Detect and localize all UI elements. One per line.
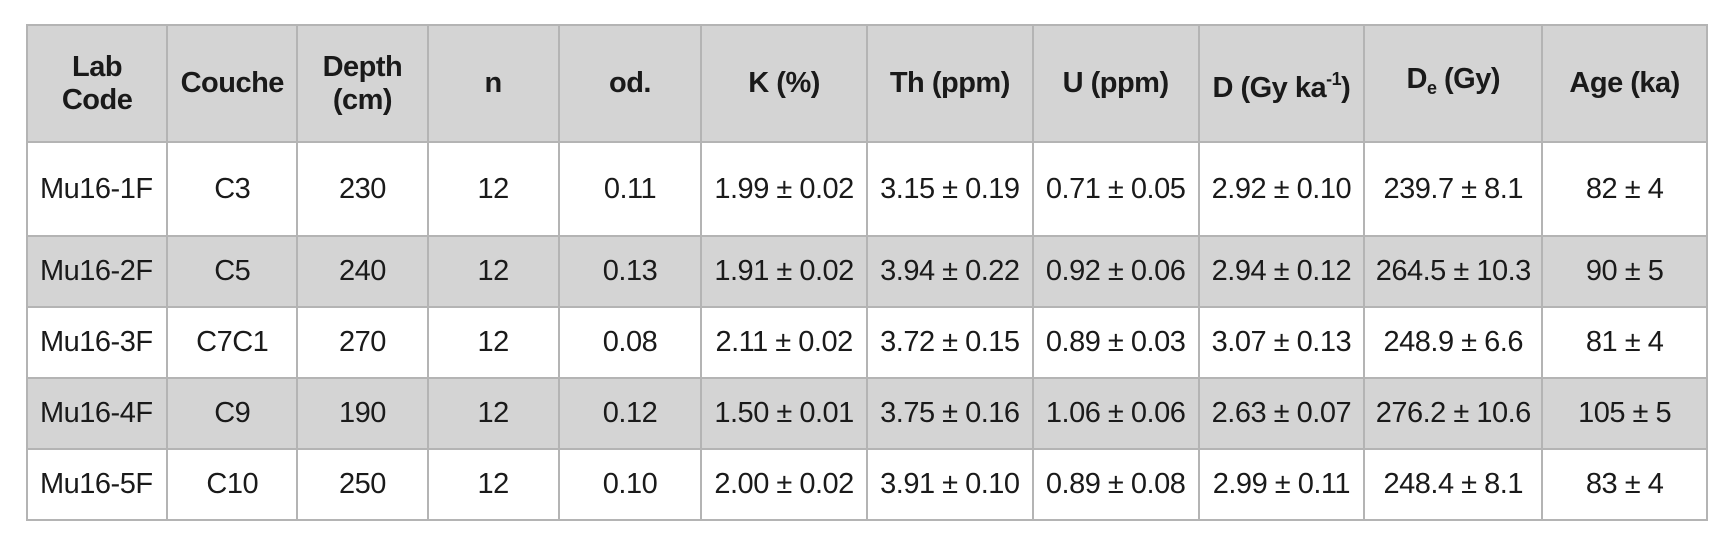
header-lab-code-line1: Lab [72, 50, 123, 83]
cell-couche: C3 [166, 141, 299, 237]
cell-od: 0.12 [557, 377, 703, 450]
header-u: U (ppm) [1031, 24, 1200, 143]
cell-dose-rate: 3.07 ± 0.13 [1197, 306, 1366, 379]
cell-dose-rate: 2.63 ± 0.07 [1197, 377, 1366, 450]
header-dose-rate: D (Gy ka-1) [1197, 24, 1366, 143]
cell-th: 3.91 ± 0.10 [865, 448, 1034, 521]
cell-th: 3.72 ± 0.15 [865, 306, 1034, 379]
cell-k: 1.99 ± 0.02 [700, 141, 868, 237]
header-dose-rate-sup: -1 [1326, 68, 1342, 89]
header-depth-line1: Depth [322, 50, 403, 83]
cell-dose-rate: 2.94 ± 0.12 [1197, 235, 1366, 308]
header-th: Th (ppm) [865, 24, 1034, 143]
cell-n: 12 [426, 235, 560, 308]
cell-u: 0.89 ± 0.03 [1031, 306, 1200, 379]
header-age: Age (ka) [1541, 24, 1708, 143]
cell-equivalent-dose: 264.5 ± 10.3 [1363, 235, 1544, 308]
cell-age: 105 ± 5 [1541, 377, 1708, 450]
cell-n: 12 [426, 141, 560, 237]
cell-couche: C7C1 [166, 306, 299, 379]
cell-n: 12 [426, 377, 560, 450]
header-de-rest: (Gy) [1436, 62, 1501, 95]
cell-th: 3.75 ± 0.16 [865, 377, 1034, 450]
cell-depth: 240 [296, 235, 429, 308]
table-row: Mu16-5F C10 250 12 0.10 2.00 ± 0.02 3.91… [25, 448, 1708, 521]
cell-k: 2.11 ± 0.02 [700, 306, 868, 379]
cell-lab-code: Mu16-2F [25, 235, 169, 308]
cell-couche: C9 [166, 377, 299, 450]
cell-depth: 190 [296, 377, 429, 450]
cell-u: 0.71 ± 0.05 [1031, 141, 1200, 237]
cell-lab-code: Mu16-5F [25, 448, 169, 521]
cell-equivalent-dose: 276.2 ± 10.6 [1363, 377, 1544, 450]
cell-depth: 230 [296, 141, 429, 237]
cell-lab-code: Mu16-4F [25, 377, 169, 450]
cell-od: 0.11 [557, 141, 703, 237]
cell-equivalent-dose: 248.9 ± 6.6 [1363, 306, 1544, 379]
header-k: K (%) [700, 24, 868, 143]
cell-k: 1.91 ± 0.02 [700, 235, 868, 308]
header-dose-rate-close: ) [1341, 71, 1351, 104]
cell-od: 0.08 [557, 306, 703, 379]
cell-u: 0.89 ± 0.08 [1031, 448, 1200, 521]
cell-couche: C10 [166, 448, 299, 521]
header-n: n [426, 24, 560, 143]
cell-lab-code: Mu16-1F [25, 141, 169, 237]
cell-age: 81 ± 4 [1541, 306, 1708, 379]
header-de-main: D [1406, 62, 1428, 95]
cell-u: 0.92 ± 0.06 [1031, 235, 1200, 308]
header-od: od. [557, 24, 703, 143]
cell-couche: C5 [166, 235, 299, 308]
cell-age: 82 ± 4 [1541, 141, 1708, 237]
table-row: Mu16-2F C5 240 12 0.13 1.91 ± 0.02 3.94 … [25, 235, 1708, 308]
header-dose-rate-main: D (Gy ka [1212, 71, 1327, 104]
header-equivalent-dose: De (Gy) [1363, 24, 1544, 143]
cell-age: 90 ± 5 [1541, 235, 1708, 308]
table-row: Mu16-3F C7C1 270 12 0.08 2.11 ± 0.02 3.7… [25, 306, 1708, 379]
cell-n: 12 [426, 306, 560, 379]
header-lab-code: Lab Code [25, 24, 169, 143]
cell-dose-rate: 2.99 ± 0.11 [1197, 448, 1366, 521]
cell-k: 2.00 ± 0.02 [700, 448, 868, 521]
cell-n: 12 [426, 448, 560, 521]
cell-equivalent-dose: 239.7 ± 8.1 [1363, 141, 1544, 237]
cell-dose-rate: 2.92 ± 0.10 [1197, 141, 1366, 237]
table-row: Mu16-4F C9 190 12 0.12 1.50 ± 0.01 3.75 … [25, 377, 1708, 450]
cell-th: 3.94 ± 0.22 [865, 235, 1034, 308]
header-couche: Couche [166, 24, 299, 143]
header-depth-line2: (cm) [332, 83, 393, 116]
luminescence-dating-table: Lab Code Couche Depth (cm) n od. K (%) T… [25, 24, 1708, 521]
cell-od: 0.10 [557, 448, 703, 521]
cell-depth: 270 [296, 306, 429, 379]
cell-th: 3.15 ± 0.19 [865, 141, 1034, 237]
cell-depth: 250 [296, 448, 429, 521]
header-depth: Depth (cm) [296, 24, 429, 143]
data-table-container: Lab Code Couche Depth (cm) n od. K (%) T… [25, 24, 1708, 521]
cell-u: 1.06 ± 0.06 [1031, 377, 1200, 450]
header-de-sub: e [1426, 77, 1437, 98]
header-lab-code-line2: Code [61, 83, 133, 116]
cell-od: 0.13 [557, 235, 703, 308]
cell-age: 83 ± 4 [1541, 448, 1708, 521]
cell-equivalent-dose: 248.4 ± 8.1 [1363, 448, 1544, 521]
table-row: Mu16-1F C3 230 12 0.11 1.99 ± 0.02 3.15 … [25, 141, 1708, 237]
cell-lab-code: Mu16-3F [25, 306, 169, 379]
cell-k: 1.50 ± 0.01 [700, 377, 868, 450]
header-row: Lab Code Couche Depth (cm) n od. K (%) T… [25, 24, 1708, 143]
